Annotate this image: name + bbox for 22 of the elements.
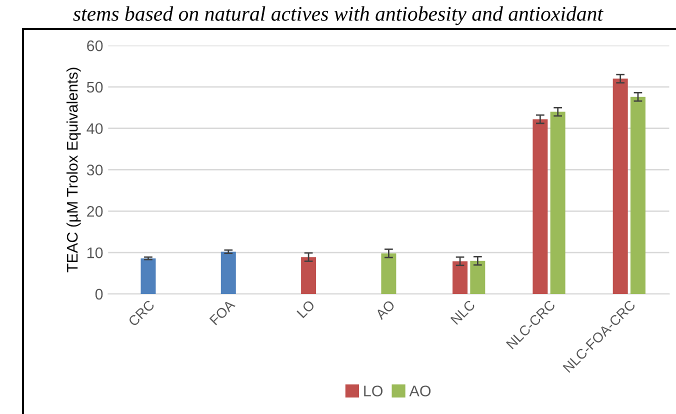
y-tick-label: 20 (87, 206, 103, 217)
y-axis-title: TEAC (µM Trolox Equivalents) (66, 68, 81, 272)
y-tick-label: 30 (86, 164, 103, 176)
y-tick-label: 50 (86, 82, 103, 93)
x-tick-label: LO (296, 300, 316, 318)
legend-label: AO (409, 386, 431, 396)
bar (612, 78, 628, 294)
y-tick-label: 60 (87, 40, 103, 52)
y-tick-label: 40 (86, 123, 103, 134)
text: stems based on natural actives with antiobesity and antioxidant (73, 6, 604, 26)
y-tick-label: 0 (95, 288, 103, 300)
bar (470, 260, 486, 294)
x-tick-label: FOA (209, 299, 236, 326)
bar (550, 112, 566, 294)
bar (140, 258, 156, 294)
x-tick-label: AO (374, 300, 396, 320)
y-tick-label: 10 (87, 247, 103, 258)
bar (630, 96, 646, 294)
bar (452, 261, 468, 294)
legend-label: LO (364, 386, 383, 396)
bar (220, 252, 236, 294)
bar (532, 119, 548, 294)
